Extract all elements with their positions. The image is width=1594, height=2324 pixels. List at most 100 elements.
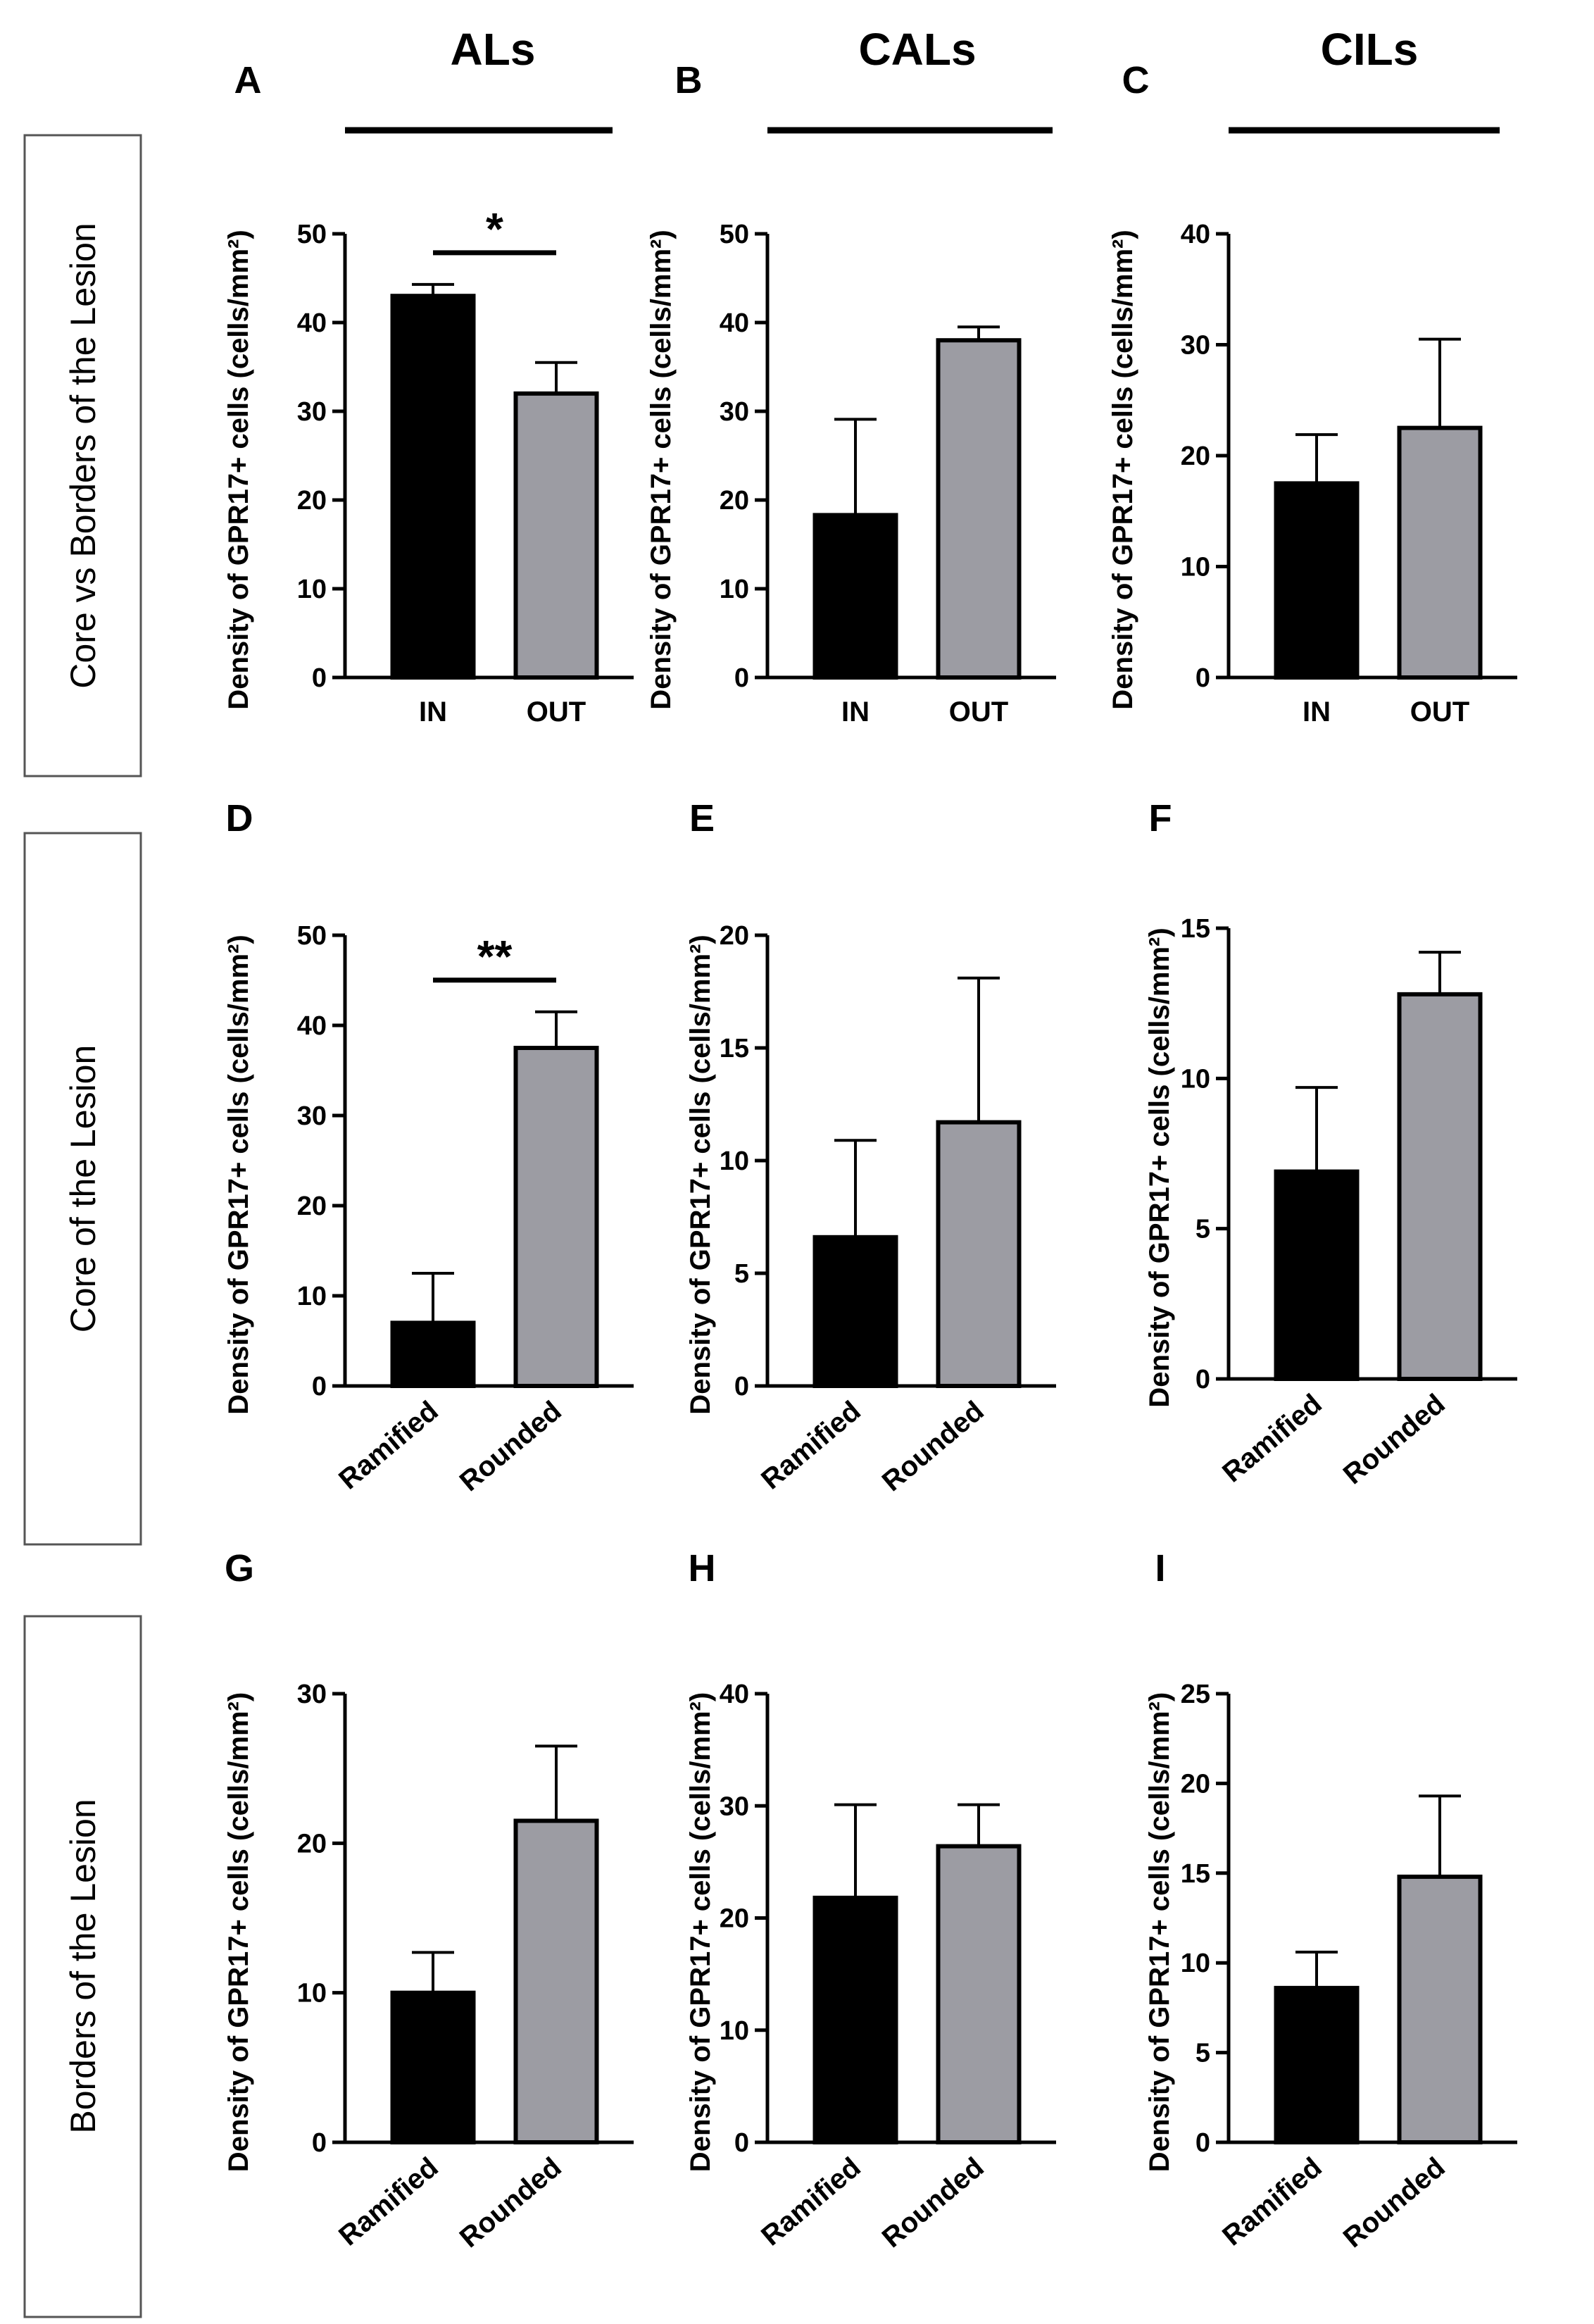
y-axis-label: Density of GPR17+ cells (cells/mm²) <box>223 1692 254 2172</box>
y-axis-label: Density of GPR17+ cells (cells/mm²) <box>223 230 254 709</box>
x-tick-label: Ramified <box>1217 2151 1328 2251</box>
chart-panel-c: C Density of GPR17+ cells (cells/mm²) 0 10 2… <box>1107 59 1517 727</box>
y-tick-label: 0 <box>312 2128 327 2158</box>
x-tick-label: Ramified <box>755 1395 867 1495</box>
panel-letter: F <box>1149 797 1172 839</box>
chart-panel-b: B Density of GPR17+ cells (cells/mm²) 0 10 2… <box>646 59 1056 727</box>
chart-panel-a: A Density of GPR17+ cells (cells/mm²) 0 10 2… <box>223 59 634 727</box>
y-tick-label: 20 <box>1181 1769 1210 1799</box>
bar-out <box>936 338 1022 680</box>
y-tick-label: 0 <box>312 1372 327 1401</box>
row-label-core: Core of the Lesion <box>63 1045 103 1333</box>
panel-letter: H <box>689 1547 716 1589</box>
bar-out <box>513 391 599 680</box>
y-tick-label: 25 <box>1181 1680 1210 1709</box>
bar-rounded <box>513 1046 599 1388</box>
bar-rounded <box>1397 1874 1483 2144</box>
x-tick-label: IN <box>419 696 447 727</box>
y-tick-label: 30 <box>1181 331 1210 361</box>
bar-ramified <box>390 1990 476 2145</box>
y-tick-label: 20 <box>1181 442 1210 471</box>
bar-ramified <box>1274 1985 1360 2145</box>
chart-panel-f: F Density of GPR17+ cells (cells/mm²) 0 5 10… <box>1144 797 1517 1490</box>
row-label-borders: Borders of the Lesion <box>63 1799 103 2133</box>
y-tick-label: 10 <box>720 2016 749 2046</box>
y-tick-label: 30 <box>720 397 749 427</box>
x-tick-label: Rounded <box>454 1395 567 1497</box>
x-tick-label: Rounded <box>454 2151 567 2254</box>
bar-in <box>390 294 476 680</box>
y-axis-label: Density of GPR17+ cells (cells/mm²) <box>1107 230 1138 709</box>
y-tick-label: 0 <box>734 663 749 693</box>
y-tick-label: 30 <box>297 1101 327 1131</box>
y-tick-label: 20 <box>297 486 327 516</box>
y-axis-label: Density of GPR17+ cells (cells/mm²) <box>685 1692 716 2172</box>
y-tick-label: 0 <box>1196 2128 1210 2158</box>
y-tick-label: 10 <box>1181 1949 1210 1978</box>
y-tick-label: 20 <box>297 1192 327 1221</box>
bar-ramified <box>812 1895 898 2144</box>
y-tick-label: 15 <box>720 1034 749 1063</box>
y-tick-label: 0 <box>1196 663 1210 693</box>
y-tick-label: 5 <box>734 1259 749 1289</box>
y-tick-label: 20 <box>720 921 749 951</box>
y-tick-label: 30 <box>297 397 327 427</box>
chart-panel-h: H Density of GPR17+ cells (cells/mm²) 0 10 2… <box>685 1547 1056 2254</box>
y-tick-label: 30 <box>720 1792 749 1821</box>
x-tick-label: OUT <box>527 696 586 727</box>
y-tick-label: 40 <box>720 308 749 338</box>
y-tick-label: 15 <box>1181 914 1210 944</box>
y-tick-label: 20 <box>720 1904 749 1934</box>
column-header-als: ALs <box>451 24 536 75</box>
y-tick-label: 0 <box>312 663 327 693</box>
y-tick-label: 5 <box>1196 1215 1210 1244</box>
panel-letter: D <box>226 797 253 839</box>
y-tick-label: 20 <box>297 1829 327 1858</box>
x-tick-label: Rounded <box>1338 2151 1451 2254</box>
x-tick-label: IN <box>841 696 870 727</box>
y-axis-label: Density of GPR17+ cells (cells/mm²) <box>1144 1692 1175 2172</box>
y-axis-label: Density of GPR17+ cells (cells/mm²) <box>223 935 254 1414</box>
row-label-core-vs-borders: Core vs Borders of the Lesion <box>63 223 103 688</box>
bar-rounded <box>936 1844 1022 2145</box>
y-tick-label: 0 <box>734 2128 749 2158</box>
x-tick-label: Rounded <box>877 1395 990 1497</box>
y-tick-label: 40 <box>1181 220 1210 249</box>
y-tick-label: 10 <box>1181 553 1210 582</box>
bar-rounded <box>513 1818 599 2145</box>
y-axis-label: Density of GPR17+ cells (cells/mm²) <box>1144 927 1175 1407</box>
y-tick-label: 5 <box>1196 2039 1210 2068</box>
y-axis-label: Density of GPR17+ cells (cells/mm²) <box>646 230 677 709</box>
y-tick-label: 50 <box>297 921 327 951</box>
y-tick-label: 30 <box>297 1680 327 1709</box>
x-tick-label: Ramified <box>333 2151 444 2251</box>
bar-rounded <box>936 1120 1022 1388</box>
bar-in <box>1274 481 1360 680</box>
y-tick-label: 40 <box>297 1011 327 1041</box>
bar-in <box>812 513 898 680</box>
chart-panel-i: I Density of GPR17+ cells (cells/mm²) 0 5 10… <box>1144 1547 1517 2254</box>
row-label-box-borders: Borders of the Lesion <box>23 1615 142 2318</box>
y-tick-label: 10 <box>297 1282 327 1311</box>
y-tick-label: 0 <box>734 1372 749 1401</box>
x-tick-label: Ramified <box>755 2151 867 2251</box>
significance-marker: ** <box>477 931 513 982</box>
row-label-box-core-vs-borders: Core vs Borders of the Lesion <box>23 134 142 777</box>
panel-letter: A <box>234 59 262 101</box>
panel-letter: E <box>689 797 715 839</box>
y-tick-label: 10 <box>297 1979 327 2008</box>
panel-letter: C <box>1122 59 1150 101</box>
panel-letter: B <box>675 59 703 101</box>
x-tick-label: Rounded <box>877 2151 990 2254</box>
y-tick-label: 10 <box>1181 1064 1210 1094</box>
y-tick-label: 15 <box>1181 1859 1210 1889</box>
bar-rounded <box>1397 992 1483 1382</box>
chart-panel-e: E Density of GPR17+ cells (cells/mm²) 0 5 10… <box>685 797 1056 1497</box>
panel-letter: I <box>1155 1547 1165 1589</box>
y-tick-label: 10 <box>297 575 327 604</box>
y-tick-label: 0 <box>1196 1365 1210 1394</box>
x-tick-label: OUT <box>1410 696 1469 727</box>
chart-panels: A Density of GPR17+ cells (cells/mm²) 0 10 2… <box>223 59 1517 2254</box>
y-tick-label: 10 <box>720 575 749 604</box>
